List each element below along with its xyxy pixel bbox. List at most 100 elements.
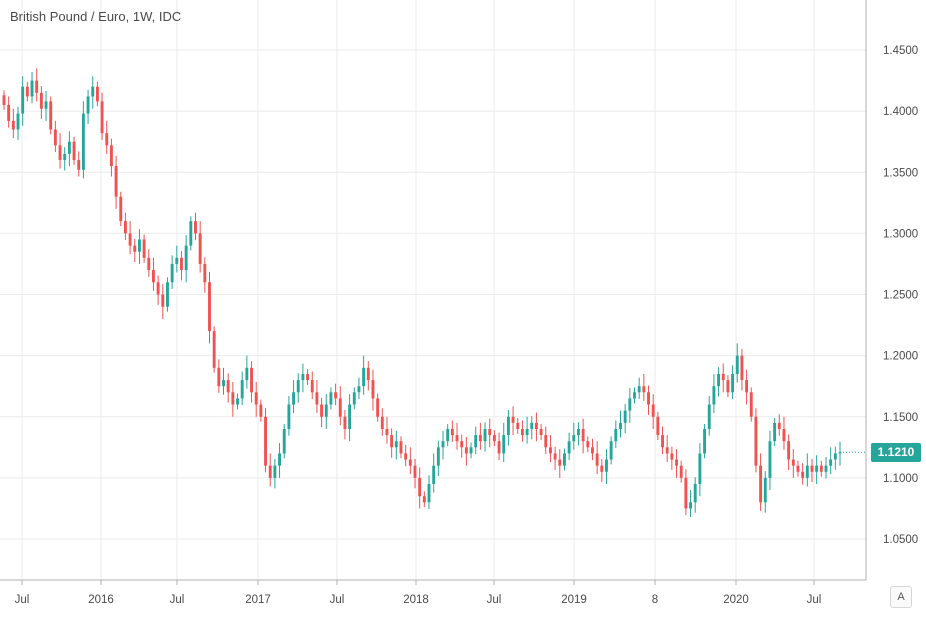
candle-body xyxy=(679,465,683,478)
candle-body xyxy=(633,392,636,399)
candle-body xyxy=(731,373,735,393)
candle-body xyxy=(334,392,338,399)
y-tick-label: 1.0500 xyxy=(883,534,918,546)
candle-body xyxy=(371,380,375,399)
chart-title: British Pound / Euro, 1W, IDC xyxy=(10,9,182,24)
candle-body xyxy=(661,435,664,448)
candle-body xyxy=(759,465,763,503)
candle-body xyxy=(735,355,739,374)
candle-body xyxy=(446,428,450,442)
candle-body xyxy=(348,404,352,429)
candle-body xyxy=(109,145,113,167)
candle-body xyxy=(548,447,552,454)
candle-body xyxy=(180,257,183,271)
candle-body xyxy=(77,160,81,170)
candle-body xyxy=(343,416,347,429)
candle-body xyxy=(254,392,258,405)
candle-body xyxy=(222,380,225,387)
candle-body xyxy=(539,428,543,436)
candle-body xyxy=(506,416,510,436)
candle-body xyxy=(815,465,819,472)
candle-body xyxy=(698,453,702,484)
candle-body xyxy=(530,422,534,429)
x-tick-label: Jul xyxy=(15,594,30,606)
candle-body xyxy=(782,428,786,442)
candle-body xyxy=(432,465,436,484)
candle-body xyxy=(712,386,716,405)
candle-body xyxy=(838,452,842,454)
candle-body xyxy=(58,145,62,161)
candle-body xyxy=(25,86,29,97)
candle-body xyxy=(497,441,501,454)
candle-body xyxy=(306,373,310,381)
x-tick-label: 2018 xyxy=(403,594,429,606)
candle-body xyxy=(703,428,707,454)
candle-body xyxy=(385,428,389,436)
candle-body xyxy=(236,398,239,405)
candle-body xyxy=(376,398,380,417)
candle-body xyxy=(175,257,179,264)
candle-body xyxy=(399,441,403,454)
candle-body xyxy=(366,367,370,381)
candle-body xyxy=(586,441,590,448)
candle-body xyxy=(208,282,211,332)
x-tick-label: Jul xyxy=(330,594,345,606)
candle-body xyxy=(460,441,464,448)
candle-body xyxy=(829,459,833,466)
candle-body xyxy=(577,428,580,436)
candle-body xyxy=(455,435,459,442)
candle-body xyxy=(123,221,127,234)
candle-body xyxy=(413,465,417,478)
candle-body xyxy=(773,422,777,442)
candle-body xyxy=(231,392,235,405)
candle-body xyxy=(240,380,244,399)
candle-body xyxy=(338,398,342,417)
last-price-tag: 1.1210 xyxy=(871,443,921,462)
candle-body xyxy=(362,367,366,387)
candle-body xyxy=(534,422,538,429)
candle-body xyxy=(492,435,496,442)
candle-body xyxy=(324,404,328,417)
candle-body xyxy=(689,502,692,509)
candle-body xyxy=(600,465,604,472)
candle-body xyxy=(544,435,548,448)
candle-body xyxy=(408,459,412,466)
candle-body xyxy=(390,435,394,448)
candle-body xyxy=(53,129,57,146)
candle-body xyxy=(86,96,90,114)
candle-body xyxy=(95,86,99,102)
candle-body xyxy=(259,404,263,417)
candle-body xyxy=(142,239,146,258)
candle-body xyxy=(656,416,660,436)
candle-body xyxy=(352,392,356,405)
candle-body xyxy=(777,422,781,429)
candle-body xyxy=(137,239,141,252)
candle-body xyxy=(637,386,641,393)
candle-body xyxy=(21,86,25,114)
y-tick-label: 1.2500 xyxy=(883,290,918,302)
x-tick-label: 2016 xyxy=(88,594,114,606)
x-tick-label: 2020 xyxy=(723,594,749,606)
candle-body xyxy=(268,465,272,478)
x-tick-label: 2019 xyxy=(561,594,587,606)
candle-body xyxy=(605,459,608,472)
candle-body xyxy=(502,435,506,454)
candle-body xyxy=(329,392,333,405)
candle-body xyxy=(310,380,314,393)
x-tick-label: 8 xyxy=(652,594,658,606)
candle-body xyxy=(665,447,669,454)
candle-body xyxy=(623,410,627,423)
candle-body xyxy=(441,441,445,448)
candle-body xyxy=(63,153,67,161)
candle-body xyxy=(553,453,557,460)
candle-body xyxy=(7,105,11,121)
candle-body xyxy=(315,392,319,405)
auto-scale-button[interactable]: A xyxy=(890,586,912,608)
candle-body xyxy=(595,453,599,466)
candle-body xyxy=(684,477,688,509)
candle-body xyxy=(801,471,805,478)
candle-body xyxy=(791,459,795,466)
candle-body xyxy=(488,428,492,436)
